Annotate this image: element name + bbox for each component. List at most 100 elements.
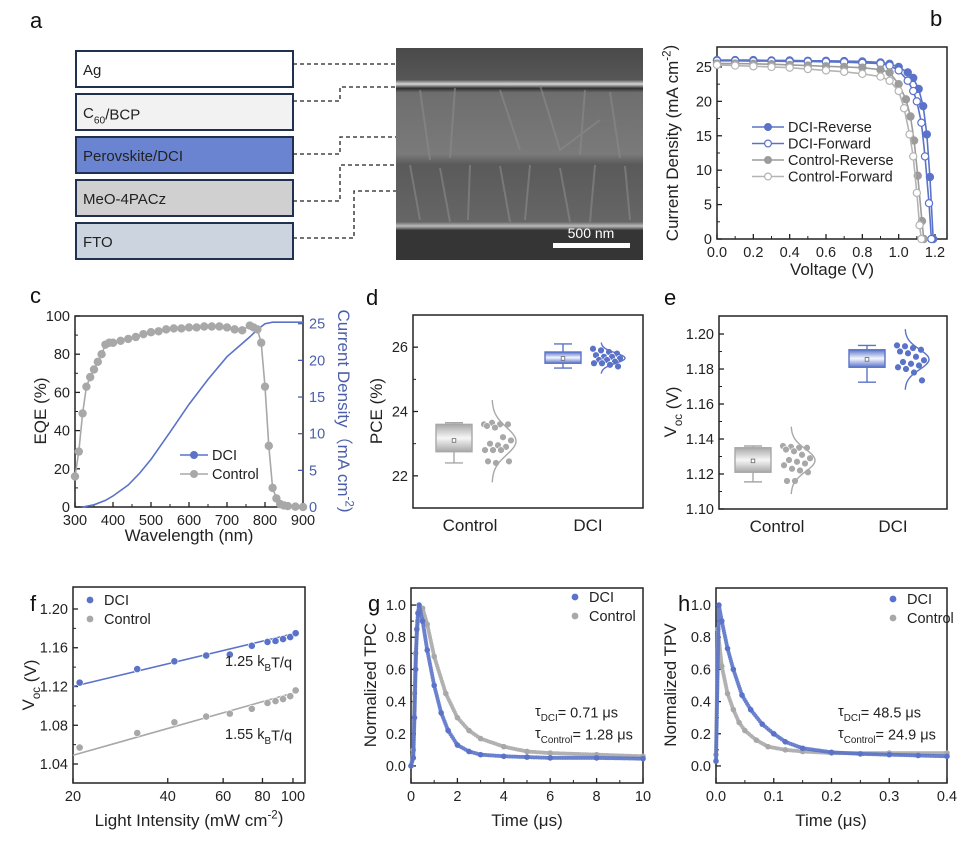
- y-tick-label: 40: [54, 424, 70, 440]
- y-axis-label: PCE (%): [367, 378, 386, 444]
- data-point: [803, 64, 813, 74]
- data-point: [524, 754, 530, 760]
- data-point: [170, 657, 179, 666]
- data-point: [75, 678, 84, 687]
- data-point: [279, 635, 287, 643]
- distribution-curve: [600, 342, 626, 374]
- category-label: DCI: [573, 516, 602, 535]
- x-tick-label: 0.2: [743, 245, 763, 261]
- x-tick-label: 1.0: [889, 245, 909, 261]
- data-point: [876, 72, 885, 81]
- x-tick-label: 600: [177, 513, 201, 529]
- layer-label: FTO: [83, 234, 113, 251]
- legend-marker: [763, 139, 772, 148]
- legend-item: Control-Forward: [752, 170, 893, 186]
- legend-marker: [86, 596, 94, 604]
- data-point: [247, 704, 256, 713]
- panel-label-a: a: [30, 8, 43, 33]
- distribution-curve: [491, 399, 517, 483]
- y-tick-label: 1.16: [686, 397, 714, 413]
- layer-label: Ag: [83, 62, 101, 79]
- data-point: [170, 718, 179, 727]
- data-point: [253, 325, 262, 334]
- data-point: [247, 641, 256, 650]
- data-point: [501, 743, 507, 750]
- data-point: [788, 465, 796, 473]
- y-tick-label: 0.0: [691, 759, 711, 775]
- box: [435, 423, 473, 453]
- legend-item: Control: [571, 609, 636, 625]
- data-point: [919, 101, 928, 111]
- layer-box: C60/BCP: [75, 93, 294, 131]
- data-point: [443, 690, 449, 697]
- slope-annotation: 1.25 kBT/q: [225, 654, 292, 674]
- data-point: [782, 747, 789, 753]
- y-tick-label: 20: [696, 94, 712, 110]
- data-point: [896, 347, 904, 356]
- data-point: [718, 663, 725, 669]
- data-point: [747, 706, 754, 713]
- data-point: [730, 666, 737, 673]
- data-point: [801, 459, 809, 468]
- data-point: [260, 382, 270, 391]
- data-point: [408, 763, 414, 769]
- legend-label: Control-Reverse: [788, 153, 894, 169]
- panel-label-g: g: [368, 591, 380, 616]
- y-tick-label: 1.0: [691, 598, 711, 614]
- data-point: [828, 749, 835, 756]
- legend-marker: [763, 172, 772, 181]
- data-point: [501, 753, 507, 760]
- group-dci: [848, 329, 930, 390]
- series-control: 1.55 kBT/q: [72, 686, 300, 757]
- data-point: [782, 445, 790, 454]
- x-tick-label: 100: [281, 789, 305, 805]
- data-point: [918, 376, 926, 385]
- data-point: [590, 359, 598, 367]
- data-point: [499, 433, 507, 441]
- data-point: [272, 494, 281, 503]
- data-point: [70, 472, 80, 481]
- data-point: [169, 324, 178, 333]
- y-axis-label: Voc (V): [19, 660, 43, 711]
- data-point: [225, 650, 234, 659]
- layer-connectors: [293, 63, 396, 239]
- x-tick-label: 4: [500, 789, 508, 805]
- data-point: [917, 234, 926, 244]
- data-point: [796, 466, 804, 475]
- data-point: [202, 712, 211, 721]
- data-point: [806, 454, 814, 462]
- legend-label: DCI: [589, 590, 614, 606]
- legend-label: DCI-Forward: [788, 137, 871, 153]
- data-point: [903, 68, 912, 77]
- data-point: [414, 626, 420, 632]
- y-tick-label: 1.12: [686, 467, 714, 483]
- y-tick-label: 1.04: [40, 757, 68, 773]
- data-point: [497, 446, 505, 454]
- data-point: [785, 63, 794, 72]
- data-point: [507, 436, 515, 445]
- y-tick-label: 0.6: [691, 662, 711, 678]
- data-point: [944, 753, 950, 760]
- y-right-tick-label: 10: [309, 427, 325, 443]
- x-tick-label: 0.6: [816, 245, 836, 261]
- legend-marker: [889, 595, 897, 603]
- legend-item: Control: [180, 467, 259, 483]
- legend-label: Control: [589, 609, 636, 625]
- data-point: [857, 751, 864, 757]
- legend-item: DCI-Forward: [752, 137, 871, 153]
- plot-frame: [718, 315, 948, 510]
- x-tick-label: 10: [635, 789, 651, 805]
- layer-rect: [75, 222, 294, 260]
- x-tick-label: 400: [101, 513, 125, 529]
- data-point: [298, 502, 308, 512]
- data-point: [894, 363, 902, 371]
- y-tick-label: 1.0: [386, 598, 406, 614]
- mean-marker: [864, 357, 870, 362]
- legend-item: DCI: [889, 592, 932, 608]
- x-tick-label: 0: [407, 789, 415, 805]
- data-point: [780, 461, 788, 469]
- y-tick-label: 1.10: [686, 502, 714, 518]
- legend-item: Control: [86, 612, 151, 628]
- legend-marker: [763, 156, 772, 165]
